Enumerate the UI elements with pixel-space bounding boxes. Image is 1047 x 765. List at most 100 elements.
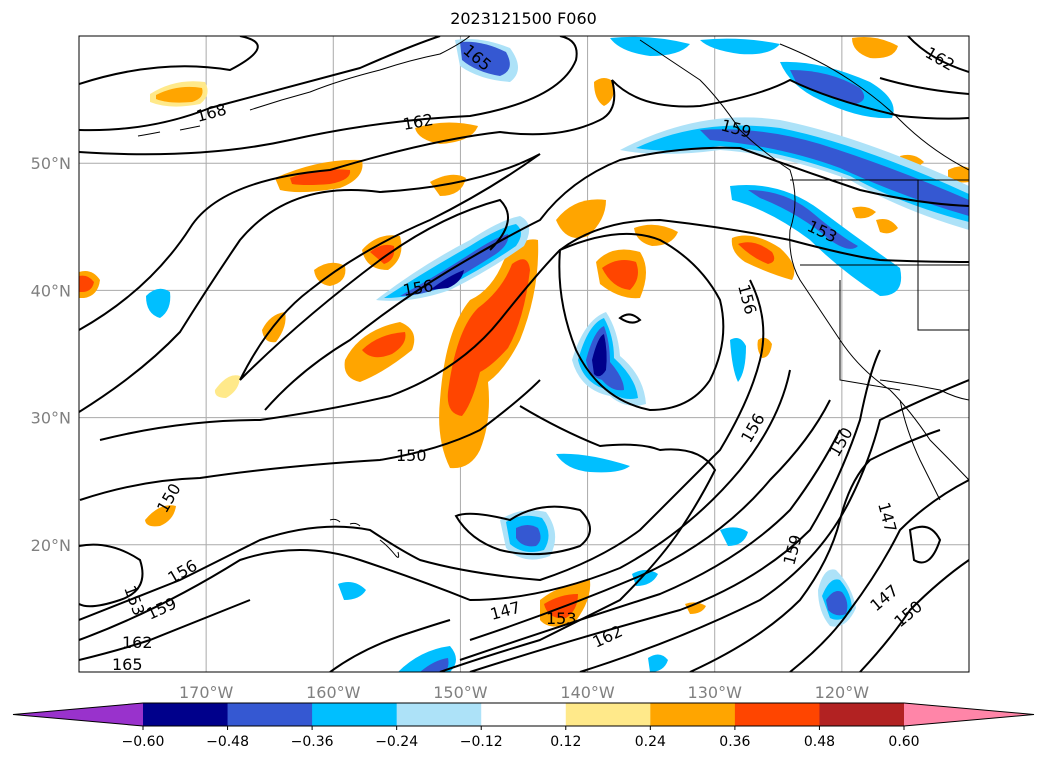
- contour-line: [618, 313, 642, 324]
- colorbar-tick-label: −0.24: [375, 734, 418, 750]
- contour-line: [879, 77, 969, 95]
- contour-line: [79, 36, 578, 156]
- colorbar-tick-label: −0.12: [460, 734, 503, 750]
- latitude-tick-label: 50°N: [31, 154, 71, 173]
- contour-line: [454, 505, 591, 556]
- colorbar: −0.60 −0.48 −0.36 −0.24 −0.12 0.12 0.24 0.36 0.4…: [12, 702, 1035, 750]
- colorbar-bin: [650, 703, 736, 726]
- contour-line: [439, 405, 717, 672]
- negative-anomaly: [592, 334, 607, 377]
- positive-anomaly: [214, 375, 240, 398]
- negative-anomaly: [516, 525, 541, 547]
- colorbar-tick-label: −0.36: [291, 734, 334, 750]
- negative-anomaly: [826, 591, 848, 616]
- latitude-labels: 50°N 40°N 30°N 20°N: [31, 154, 71, 555]
- contour-line: [79, 543, 144, 608]
- coastlines: [137, 36, 969, 558]
- contour-label: 165: [112, 655, 143, 674]
- colorbar-tick-label: 0.12: [550, 734, 581, 750]
- contour-line: [79, 153, 541, 413]
- colorbar-bin: [143, 703, 229, 726]
- coastline-baja: [899, 399, 941, 501]
- positive-anomaly: [594, 78, 615, 106]
- map-frame: [78, 35, 970, 673]
- colorbar-tick-label: 0.24: [635, 734, 666, 750]
- colorbar-bin: [312, 703, 398, 726]
- positive-anomaly: [156, 86, 203, 103]
- negative-anomaly: [384, 224, 521, 298]
- contour-line: [558, 232, 725, 412]
- positive-anomaly: [79, 275, 94, 292]
- longitude-tick-label: 140°W: [560, 683, 615, 702]
- positive-anomaly: [852, 37, 898, 59]
- longitude-tick-label: 170°W: [179, 683, 234, 702]
- contour-line: [79, 36, 441, 132]
- contour-line: [99, 218, 969, 441]
- contour-line: [789, 479, 969, 672]
- negative-anomaly: [700, 38, 780, 55]
- positive-anomaly: [362, 332, 406, 358]
- colorbar-bin: [734, 703, 820, 726]
- negative-anomaly: [730, 338, 746, 382]
- negative-anomaly: [720, 527, 748, 546]
- positive-anomaly: [852, 206, 876, 219]
- contour-line: [264, 146, 969, 411]
- negative-anomaly: [648, 654, 668, 672]
- coastline-hawaii: [329, 518, 400, 558]
- colorbar-bin: [565, 703, 651, 726]
- contour-line: [239, 198, 509, 381]
- colorbar-tick-label: −0.60: [122, 734, 165, 750]
- positive-anomaly: [738, 242, 775, 264]
- positive-anomaly: [876, 219, 898, 234]
- colorbar-bin: [396, 703, 482, 726]
- negative-anomaly: [700, 129, 969, 216]
- positive-anomaly: [948, 166, 969, 183]
- coastline-canada: [639, 39, 969, 481]
- coastline-alaska: [249, 36, 471, 111]
- negative-anomaly: [460, 41, 510, 76]
- negative-anomaly: [146, 288, 171, 318]
- map-title: 2023121500 F060: [450, 9, 597, 28]
- longitude-tick-label: 160°W: [306, 683, 361, 702]
- coastline-alaska: [137, 125, 201, 137]
- contour-line: [459, 429, 841, 661]
- longitude-tick-label: 120°W: [815, 683, 870, 702]
- colorbar-tick-label: 0.60: [888, 734, 919, 750]
- colorbar-extend-low: [13, 703, 143, 726]
- positive-anomaly: [447, 259, 530, 416]
- latitude-tick-label: 40°N: [31, 281, 71, 300]
- colorbar-tick-label: −0.48: [206, 734, 249, 750]
- contour-line: [79, 279, 765, 621]
- contour-line: [79, 369, 791, 641]
- longitude-labels: 170°W 160°W 150°W 140°W 130°W 120°W: [179, 683, 869, 702]
- negative-anomaly: [748, 190, 858, 249]
- contour-line: [469, 399, 831, 641]
- contour-line: [79, 379, 541, 501]
- contour-line: [79, 78, 969, 331]
- negative-anomaly: [430, 270, 464, 290]
- height-contours: [79, 36, 969, 672]
- contour-line: [79, 36, 259, 85]
- negative-anomaly: [420, 658, 449, 672]
- colorbar-bin: [227, 703, 313, 726]
- longitude-tick-label: 130°W: [688, 683, 743, 702]
- positive-anomaly: [602, 260, 638, 290]
- positive-anomaly: [415, 122, 478, 144]
- negative-anomaly: [556, 453, 630, 473]
- colorbar-bin: [819, 703, 905, 726]
- positive-anomaly: [556, 199, 606, 238]
- positive-anomaly: [290, 169, 351, 185]
- positive-anomaly: [634, 224, 678, 246]
- contour-line: [79, 599, 251, 661]
- contour-line: [329, 619, 451, 672]
- contour-label: 153: [546, 609, 577, 628]
- colorbar-extend-high: [904, 703, 1034, 726]
- contour-line: [469, 349, 881, 672]
- contour-line: [907, 36, 969, 73]
- positive-anomaly: [430, 174, 466, 196]
- contour-label: 150: [396, 446, 427, 465]
- negative-anomaly: [338, 582, 366, 600]
- latitude-tick-label: 30°N: [31, 409, 71, 428]
- negative-anomaly: [400, 234, 509, 296]
